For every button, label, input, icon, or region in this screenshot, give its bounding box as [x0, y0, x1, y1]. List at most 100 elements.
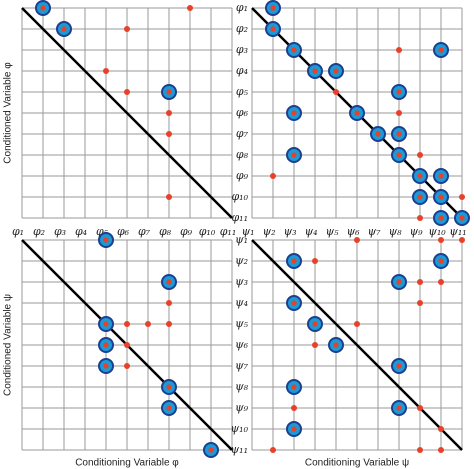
point — [103, 363, 109, 369]
point — [291, 300, 297, 306]
y-tick-label: φ₂ — [236, 22, 248, 35]
y-tick-label: φ₁₁ — [231, 211, 248, 224]
point — [438, 194, 444, 200]
y-tick-label: ψ₈ — [235, 380, 249, 393]
point — [124, 26, 130, 32]
point — [61, 26, 67, 32]
point — [459, 194, 465, 200]
x-tick-label: ψ₁ — [241, 225, 254, 238]
point — [103, 342, 109, 348]
x-tick-label: ψ₁₀ — [428, 225, 446, 238]
point — [291, 258, 297, 264]
y-tick-label: ψ₁₀ — [231, 422, 249, 435]
point — [396, 47, 402, 53]
point — [417, 173, 423, 179]
point — [312, 68, 318, 74]
x-tick-label: φ₁₀ — [199, 225, 216, 238]
point — [40, 5, 46, 11]
diagonal — [21, 7, 233, 219]
point — [354, 110, 360, 116]
point — [270, 447, 276, 453]
point — [438, 447, 444, 453]
point — [103, 68, 109, 74]
point — [396, 89, 402, 95]
x-tick-label: φ₆ — [117, 225, 130, 238]
point — [103, 321, 109, 327]
point — [438, 173, 444, 179]
point — [354, 321, 360, 327]
point — [124, 321, 130, 327]
point — [333, 68, 339, 74]
y-axis-title: Conditioned Variable ψ — [3, 294, 14, 396]
point — [145, 321, 151, 327]
x-tick-label: ψ₃ — [283, 225, 296, 238]
y-tick-label: ψ₄ — [235, 296, 248, 309]
x-tick-label: ψ₅ — [325, 225, 339, 238]
point — [124, 342, 130, 348]
point — [333, 342, 339, 348]
point — [396, 131, 402, 137]
y-tick-label: ψ₆ — [235, 338, 249, 351]
point — [166, 110, 172, 116]
y-tick-label: φ₆ — [236, 106, 249, 119]
x-tick-label: ψ₄ — [304, 225, 317, 238]
point — [438, 258, 444, 264]
point — [291, 152, 297, 158]
point — [417, 152, 423, 158]
point — [396, 363, 402, 369]
point — [166, 194, 172, 200]
y-tick-label: ψ₅ — [235, 317, 249, 330]
x-tick-label: ψ₈ — [388, 225, 402, 238]
point — [166, 321, 172, 327]
point — [459, 215, 465, 221]
x-axis-title: Conditioning Variable φ — [75, 458, 179, 469]
y-tick-label: φ₃ — [236, 43, 248, 56]
point — [438, 237, 444, 243]
point — [291, 110, 297, 116]
x-tick-label: φ₈ — [159, 225, 172, 238]
x-tick-label: φ₇ — [138, 225, 151, 238]
point — [417, 279, 423, 285]
point — [333, 89, 339, 95]
point — [417, 194, 423, 200]
y-tick-label: ψ₁ — [235, 233, 248, 246]
x-tick-label: φ₃ — [54, 225, 66, 238]
point — [417, 447, 423, 453]
y-tick-label: ψ₁₁ — [231, 443, 248, 456]
x-tick-label: φ₁₁ — [220, 225, 237, 238]
point — [166, 89, 172, 95]
point — [417, 215, 423, 221]
x-tick-label: ψ₁₁ — [449, 225, 466, 238]
point — [103, 237, 109, 243]
point — [166, 384, 172, 390]
point — [291, 426, 297, 432]
point — [438, 215, 444, 221]
point — [270, 5, 276, 11]
point — [270, 173, 276, 179]
point — [166, 300, 172, 306]
y-tick-label: ψ₃ — [235, 275, 248, 288]
y-tick-label: φ₁₀ — [231, 190, 248, 203]
x-tick-label: φ₁ — [12, 225, 24, 238]
point — [438, 47, 444, 53]
x-tick-label: φ₉ — [180, 225, 193, 238]
x-tick-label: φ₂ — [33, 225, 45, 238]
point — [291, 405, 297, 411]
point — [312, 342, 318, 348]
point — [270, 26, 276, 32]
x-axis-title: Conditioning Variable ψ — [305, 458, 409, 469]
x-tick-label: ψ₆ — [346, 225, 360, 238]
y-tick-label: φ₅ — [236, 85, 249, 98]
point — [438, 426, 444, 432]
point — [312, 321, 318, 327]
point — [187, 5, 193, 11]
y-tick-label: ψ₉ — [235, 401, 249, 414]
point — [375, 131, 381, 137]
diagonal — [251, 239, 463, 451]
y-tick-label: φ₈ — [236, 148, 249, 161]
point — [166, 405, 172, 411]
point — [396, 110, 402, 116]
point — [438, 279, 444, 285]
y-tick-label: φ₇ — [236, 127, 249, 140]
